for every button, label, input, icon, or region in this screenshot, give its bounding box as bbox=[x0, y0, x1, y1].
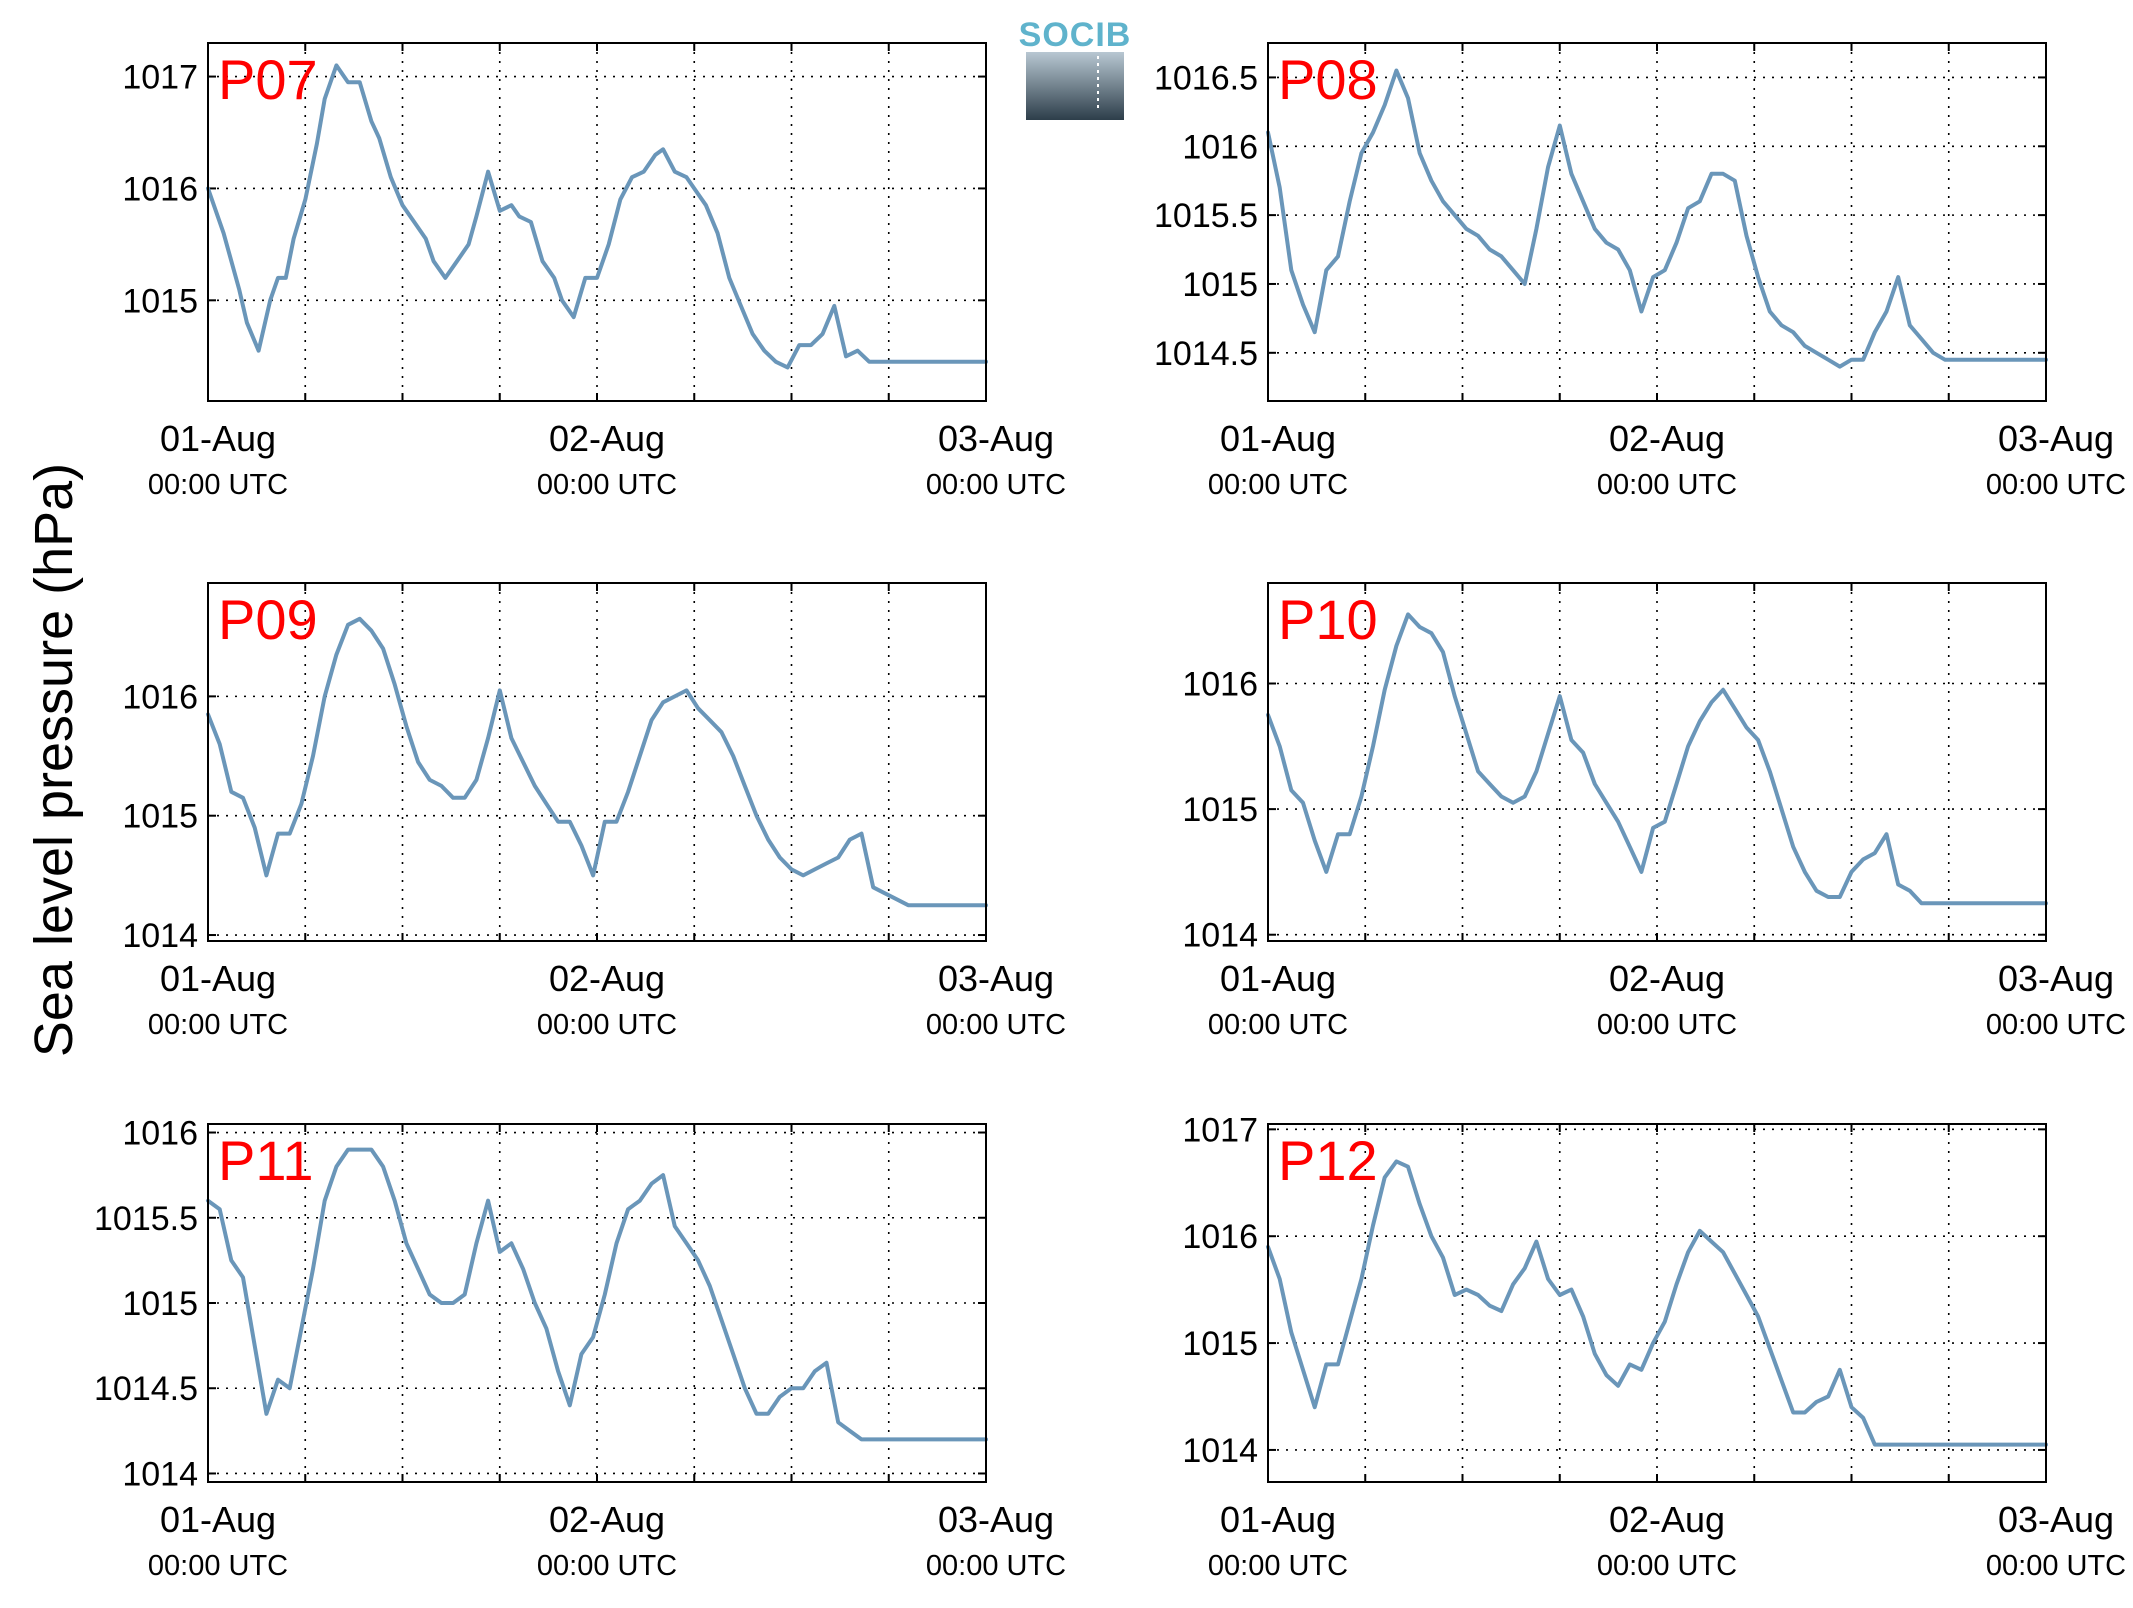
x-tick-time: 00:00 UTC bbox=[1208, 1009, 1348, 1041]
x-tick-time: 00:00 UTC bbox=[148, 1009, 288, 1041]
y-tick-label: 1014.5 bbox=[94, 1370, 198, 1408]
axes-frame bbox=[1267, 42, 2047, 402]
y-tick-label: 1014 bbox=[1182, 1432, 1258, 1470]
y-tick-label: 1015 bbox=[1182, 1325, 1258, 1363]
series-line-p07 bbox=[206, 63, 988, 370]
series-line-p09 bbox=[206, 616, 988, 908]
x-tick-date: 01-Aug bbox=[1220, 958, 1336, 999]
x-tick-time: 00:00 UTC bbox=[1986, 469, 2126, 501]
panel-label: P09 bbox=[218, 588, 318, 651]
y-tick-label: 1016 bbox=[122, 170, 198, 208]
panel-label: P10 bbox=[1278, 588, 1378, 651]
panel-p08: 1014.5 1015 1015.5 1016 1016.5 01-Aug 00:00 UT… bbox=[1154, 42, 2126, 501]
panel-label: P12 bbox=[1278, 1129, 1378, 1192]
x-tick-time: 00:00 UTC bbox=[1597, 469, 1737, 501]
x-tick-time: 00:00 UTC bbox=[537, 469, 677, 501]
axes-frame bbox=[207, 582, 987, 942]
series-line-p08 bbox=[1266, 68, 2048, 369]
y-tick-label: 1017 bbox=[1182, 1111, 1258, 1149]
x-tick-date: 02-Aug bbox=[549, 418, 665, 459]
x-tick-time: 00:00 UTC bbox=[1208, 469, 1348, 501]
y-tick-label: 1014.5 bbox=[1154, 335, 1258, 373]
x-tick-time: 00:00 UTC bbox=[148, 1550, 288, 1582]
y-tick-label: 1014 bbox=[1182, 917, 1258, 955]
y-tick-label: 1017 bbox=[122, 59, 198, 97]
y-tick-label: 1016 bbox=[122, 678, 198, 716]
x-tick-date: 03-Aug bbox=[938, 418, 1054, 459]
y-tick-label: 1016 bbox=[122, 1115, 198, 1153]
x-tick-time: 00:00 UTC bbox=[537, 1550, 677, 1582]
x-tick-time: 00:00 UTC bbox=[926, 469, 1066, 501]
x-tick-time: 00:00 UTC bbox=[148, 469, 288, 501]
x-tick-time: 00:00 UTC bbox=[1208, 1550, 1348, 1582]
x-tick-date: 02-Aug bbox=[549, 958, 665, 999]
panel-p12: 1014 1015 1016 1017 01-Aug 00:00 UTC 02-Aug 00:… bbox=[1182, 1111, 2126, 1582]
x-tick-date: 03-Aug bbox=[1998, 418, 2114, 459]
panel-label: P08 bbox=[1278, 48, 1378, 111]
y-tick-label: 1016 bbox=[1182, 1218, 1258, 1256]
y-tick-label: 1016 bbox=[1182, 128, 1258, 166]
x-tick-time: 00:00 UTC bbox=[1986, 1009, 2126, 1041]
x-tick-date: 01-Aug bbox=[1220, 418, 1336, 459]
panel-p07: 1015 1016 1017 01-Aug 00:00 UTC 02-Aug 00:00 U… bbox=[122, 42, 1066, 501]
x-tick-time: 00:00 UTC bbox=[1597, 1009, 1737, 1041]
figure-ylabel: Sea level pressure (hPa) bbox=[24, 463, 84, 1057]
series-line-p10 bbox=[1266, 612, 2048, 906]
y-tick-label: 1015 bbox=[1182, 791, 1258, 829]
x-tick-date: 01-Aug bbox=[160, 1499, 276, 1540]
x-tick-time: 00:00 UTC bbox=[537, 1009, 677, 1041]
x-tick-time: 00:00 UTC bbox=[926, 1009, 1066, 1041]
x-tick-date: 02-Aug bbox=[1609, 958, 1725, 999]
axes-frame bbox=[1267, 582, 2047, 942]
series-line-p11 bbox=[206, 1147, 988, 1442]
y-tick-label: 1014 bbox=[122, 1455, 198, 1493]
y-tick-label: 1015.5 bbox=[94, 1200, 198, 1238]
x-tick-date: 03-Aug bbox=[938, 958, 1054, 999]
x-tick-date: 03-Aug bbox=[938, 1499, 1054, 1540]
series-line-p12 bbox=[1266, 1159, 2048, 1447]
panel-label: P11 bbox=[218, 1129, 313, 1192]
x-tick-date: 01-Aug bbox=[1220, 1499, 1336, 1540]
x-tick-date: 03-Aug bbox=[1998, 1499, 2114, 1540]
panel-p09: 1014 1015 1016 01-Aug 00:00 UTC 02-Aug 00:00 U… bbox=[122, 582, 1066, 1041]
x-tick-date: 02-Aug bbox=[1609, 418, 1725, 459]
x-tick-date: 02-Aug bbox=[1609, 1499, 1725, 1540]
panel-p11: 1014 1014.5 1015 1015.5 1016 01-Aug 00:00 UTC 0… bbox=[94, 1115, 1066, 1582]
x-tick-date: 01-Aug bbox=[160, 958, 276, 999]
logo-text: SOCIB bbox=[1019, 16, 1132, 54]
x-tick-date: 03-Aug bbox=[1998, 958, 2114, 999]
y-tick-label: 1015 bbox=[122, 282, 198, 320]
axes-frame bbox=[207, 42, 987, 402]
x-tick-date: 01-Aug bbox=[160, 418, 276, 459]
x-tick-time: 00:00 UTC bbox=[1986, 1550, 2126, 1582]
logo-block bbox=[1026, 52, 1124, 120]
socib-logo: SOCIB bbox=[1019, 16, 1132, 120]
y-tick-label: 1015 bbox=[122, 1285, 198, 1323]
y-tick-label: 1015 bbox=[122, 798, 198, 836]
y-tick-label: 1016.5 bbox=[1154, 59, 1258, 97]
y-tick-label: 1014 bbox=[122, 917, 198, 955]
x-tick-date: 02-Aug bbox=[549, 1499, 665, 1540]
x-tick-time: 00:00 UTC bbox=[926, 1550, 1066, 1582]
panel-p10: 1014 1015 1016 01-Aug 00:00 UTC 02-Aug 00:00 U… bbox=[1182, 582, 2126, 1041]
y-tick-label: 1015.5 bbox=[1154, 197, 1258, 235]
y-tick-label: 1015 bbox=[1182, 266, 1258, 304]
axes-frame bbox=[207, 1123, 987, 1483]
y-tick-label: 1016 bbox=[1182, 665, 1258, 703]
panel-label: P07 bbox=[218, 48, 318, 111]
axes-frame bbox=[1267, 1123, 2047, 1483]
x-tick-time: 00:00 UTC bbox=[1597, 1550, 1737, 1582]
